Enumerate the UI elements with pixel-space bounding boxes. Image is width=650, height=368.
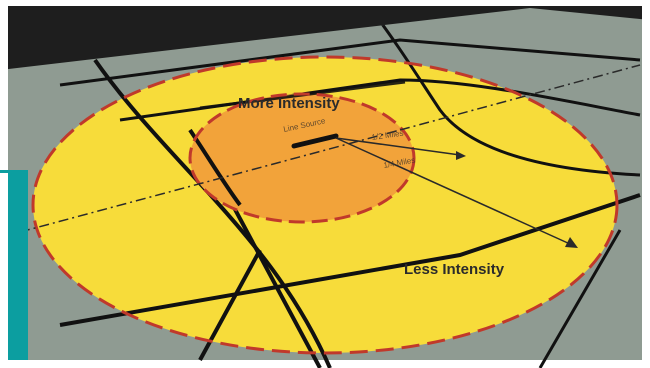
outer-arrow-head (565, 237, 578, 248)
line-source-bar (291, 133, 339, 149)
inner-zone-label: More Intensity (238, 95, 340, 112)
road-right-lower (538, 229, 622, 368)
road-top-horizontal (59, 38, 641, 87)
road-bottom-diagonal (59, 193, 641, 327)
inner-zone-boundary (188, 92, 416, 224)
teal-accent-top (0, 170, 28, 173)
road-network (59, 8, 641, 368)
center-axis-line-right (399, 64, 641, 131)
inner-arrow-head (456, 151, 466, 160)
center-axis-line (19, 129, 401, 233)
inner-zone (190, 94, 414, 222)
right-frame (642, 0, 650, 368)
outer-zone-boundary (31, 55, 619, 355)
outer-radius-arrow (335, 137, 571, 245)
inner-radius-label: 1/2 Miles (371, 129, 404, 142)
road-curve-right (368, 8, 641, 177)
outer-zone-label: Less Intensity (404, 261, 505, 278)
teal-accent-bar (8, 172, 28, 360)
inner-radius-arrow (335, 137, 461, 156)
left-frame (0, 0, 8, 368)
bottom-frame (0, 360, 650, 368)
road-center-vertical (228, 199, 322, 368)
top-frame (0, 0, 650, 6)
